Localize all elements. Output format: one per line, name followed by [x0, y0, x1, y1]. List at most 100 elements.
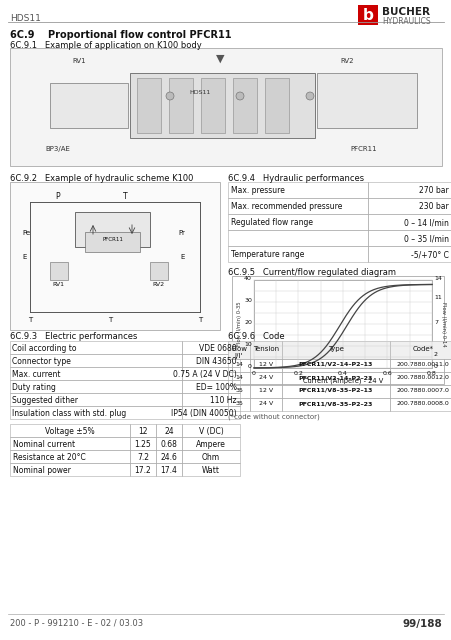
Text: RV1: RV1 — [52, 282, 64, 287]
Text: 40: 40 — [244, 276, 252, 282]
Bar — [281, 385, 389, 398]
Text: 14: 14 — [433, 276, 441, 282]
Text: 17.2: 17.2 — [134, 466, 151, 475]
Bar — [156, 437, 182, 450]
Text: 24: 24 — [164, 427, 174, 436]
Text: HDS11: HDS11 — [189, 90, 210, 95]
Bar — [231, 276, 443, 384]
Bar — [150, 262, 168, 280]
Text: 0.4: 0.4 — [337, 371, 347, 376]
Text: RV2: RV2 — [152, 282, 164, 287]
Bar — [249, 398, 281, 411]
Bar — [50, 262, 68, 280]
Text: 1.25: 1.25 — [134, 440, 151, 449]
Bar — [389, 372, 451, 385]
Text: 6C.9.3   Electric performances: 6C.9.3 Electric performances — [10, 332, 137, 341]
Text: (*code without connector): (*code without connector) — [227, 413, 319, 419]
Bar — [10, 48, 441, 166]
Text: Nominal power: Nominal power — [13, 466, 71, 475]
Text: Watt: Watt — [202, 466, 220, 475]
Bar — [137, 78, 161, 133]
Bar — [232, 78, 257, 133]
Text: Flow
l/l': Flow l/l' — [230, 346, 246, 359]
Text: Temperature range: Temperature range — [230, 250, 304, 259]
Text: Insulation class with std. plug: Insulation class with std. plug — [12, 409, 126, 418]
Text: 270 bar: 270 bar — [419, 186, 448, 195]
Bar — [182, 437, 239, 450]
Bar — [182, 450, 239, 463]
Bar — [367, 198, 451, 214]
Bar — [156, 424, 182, 437]
Bar — [253, 280, 431, 368]
Text: Coil according to: Coil according to — [12, 344, 76, 353]
Bar — [10, 450, 130, 463]
Text: Resistance at 20°C: Resistance at 20°C — [13, 453, 86, 462]
Bar — [156, 450, 182, 463]
Bar — [281, 372, 389, 385]
Bar — [10, 406, 182, 419]
Circle shape — [235, 92, 244, 100]
Bar — [169, 78, 193, 133]
Text: 0 – 35 l/min: 0 – 35 l/min — [403, 234, 448, 243]
Text: Nominal current: Nominal current — [13, 440, 75, 449]
Text: P: P — [55, 192, 60, 201]
Text: 6C.9.6   Code: 6C.9.6 Code — [227, 332, 284, 341]
Bar — [389, 341, 451, 359]
Bar — [281, 341, 389, 359]
Text: 12 V: 12 V — [258, 362, 272, 367]
Bar — [227, 246, 367, 262]
Text: 230 bar: 230 bar — [419, 202, 448, 211]
Bar — [367, 246, 451, 262]
Bar — [182, 424, 239, 437]
Text: 200 - P - 991210 - E - 02 / 03.03: 200 - P - 991210 - E - 02 / 03.03 — [10, 619, 143, 628]
Text: Suggested dither: Suggested dither — [12, 396, 78, 405]
Text: 0 – 14 l/min: 0 – 14 l/min — [403, 218, 448, 227]
Bar — [130, 73, 314, 138]
Bar — [182, 354, 239, 367]
Bar — [281, 359, 389, 372]
Bar — [389, 385, 451, 398]
Text: Ampere: Ampere — [196, 440, 226, 449]
Circle shape — [166, 92, 174, 100]
Text: PFCR11: PFCR11 — [349, 146, 376, 152]
Bar — [10, 437, 130, 450]
Text: HDS11: HDS11 — [10, 14, 41, 23]
Bar — [227, 385, 249, 398]
Text: 14: 14 — [235, 375, 242, 380]
Text: Max. recommended pressure: Max. recommended pressure — [230, 202, 341, 211]
Text: ▼: ▼ — [215, 54, 224, 64]
Text: PFCR11: PFCR11 — [102, 237, 123, 242]
Text: Pe: Pe — [22, 230, 30, 236]
Bar — [130, 463, 156, 476]
Text: 0: 0 — [252, 371, 255, 376]
Bar — [316, 73, 416, 128]
Text: 30: 30 — [244, 298, 252, 303]
Bar — [227, 198, 367, 214]
Text: 200.7880.0007.0: 200.7880.0007.0 — [396, 388, 448, 393]
Text: 12: 12 — [138, 427, 147, 436]
Text: E: E — [22, 254, 26, 260]
Text: 24 V: 24 V — [258, 375, 272, 380]
Bar — [10, 463, 130, 476]
Bar — [156, 463, 182, 476]
Bar — [249, 385, 281, 398]
Text: 12 V: 12 V — [258, 388, 272, 393]
Bar — [281, 398, 389, 411]
Bar — [227, 230, 367, 246]
Bar — [130, 450, 156, 463]
Text: 35: 35 — [235, 388, 242, 393]
Text: 110 Hz: 110 Hz — [210, 396, 236, 405]
Text: Flow (l/min) 0-14: Flow (l/min) 0-14 — [441, 301, 446, 346]
Text: 0.6: 0.6 — [382, 371, 391, 376]
Bar — [227, 359, 249, 372]
Text: 2: 2 — [433, 352, 437, 357]
Bar — [182, 463, 239, 476]
Bar — [10, 182, 220, 330]
Text: 200.7880.0012.0: 200.7880.0012.0 — [396, 375, 448, 380]
Text: 17.4: 17.4 — [160, 466, 177, 475]
Bar — [182, 393, 239, 406]
Bar — [130, 424, 156, 437]
Text: 0.8: 0.8 — [426, 371, 436, 376]
Text: RV2: RV2 — [339, 58, 353, 64]
Text: Type: Type — [327, 346, 343, 352]
